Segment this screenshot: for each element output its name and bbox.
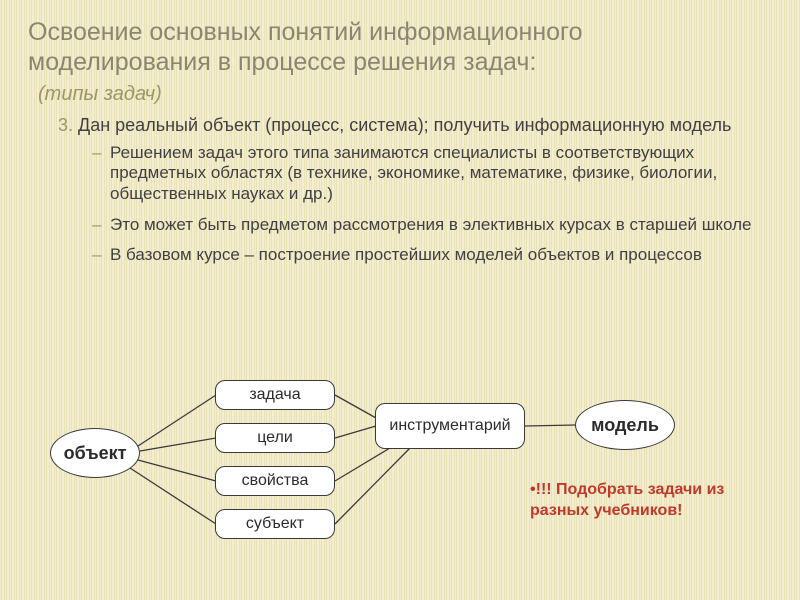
bullet-item: Это может быть предметом рассмотрения в … [92,215,772,236]
slide-root: Освоение основных понятий информационног… [0,0,800,600]
note-text: !!! Подобрать задачи из разных учебников… [530,481,724,519]
diagram-node-object: объект [50,428,140,478]
bullet-item: В базовом курсе – построение простейших … [92,245,772,266]
bullet-item: Решением задач этого типа занимаются спе… [92,143,772,205]
concept-diagram: объект задача цели свойства субъект инструмен… [40,368,760,568]
diagram-node-model: модель [575,400,675,450]
bullet-list: Решением задач этого типа занимаются спе… [92,143,772,267]
main-item-text: Дан реальный объект (процесс, система); … [73,115,731,135]
diagram-edges [40,368,760,568]
diagram-node-instr: инструментарий [375,403,525,449]
diagram-node-subj: субъект [215,509,335,539]
main-item: 3. Дан реальный объект (процесс, система… [58,114,772,137]
slide-subtitle: (типы задач) [38,83,772,106]
task-note: •!!! Подобрать задачи из разных учебнико… [530,480,730,522]
diagram-node-goals: цели [215,423,335,453]
diagram-node-task: задача [215,380,335,410]
slide-title: Освоение основных понятий информационног… [28,18,772,77]
diagram-node-props: свойства [215,466,335,496]
main-item-number: 3. [58,115,73,135]
